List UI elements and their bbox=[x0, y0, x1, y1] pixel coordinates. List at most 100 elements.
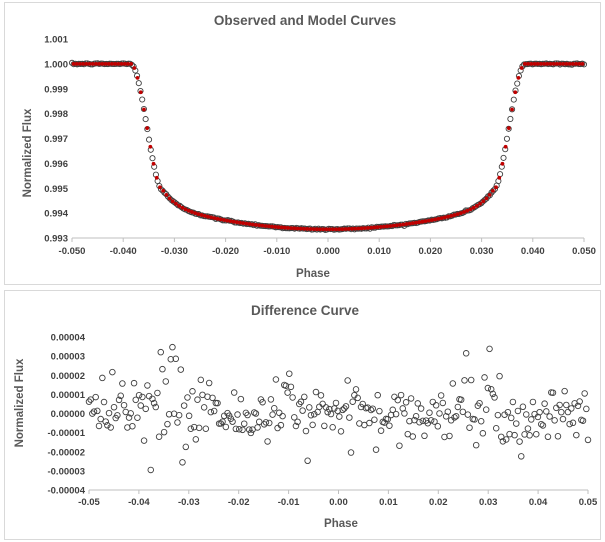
residual-point bbox=[414, 400, 422, 407]
residual-point bbox=[244, 411, 251, 419]
model-point bbox=[551, 61, 556, 66]
residual-point bbox=[581, 390, 588, 397]
model-point bbox=[439, 216, 444, 221]
observed-point bbox=[510, 96, 517, 103]
model-point bbox=[465, 208, 470, 213]
model-point bbox=[558, 61, 562, 66]
residual-point bbox=[87, 396, 94, 403]
model-point bbox=[222, 218, 226, 222]
model-point bbox=[289, 226, 294, 231]
residual-point bbox=[142, 405, 149, 413]
residual-point bbox=[563, 401, 570, 409]
residual-point bbox=[89, 410, 96, 417]
residual-point bbox=[90, 408, 98, 415]
y-tick-label: 0.996 bbox=[44, 159, 68, 170]
y-tick-label: 0.00003 bbox=[51, 352, 85, 363]
residual-point bbox=[544, 433, 552, 441]
model-point bbox=[452, 213, 457, 217]
x-tick-label: -0.04 bbox=[128, 497, 150, 508]
model-point bbox=[356, 226, 361, 231]
residual-point bbox=[135, 391, 143, 399]
residual-point bbox=[369, 405, 376, 412]
model-point bbox=[580, 61, 585, 66]
y-tick-label: 0.00004 bbox=[51, 333, 86, 344]
model-point bbox=[532, 61, 537, 66]
residual-point bbox=[144, 382, 151, 389]
model-point bbox=[554, 61, 559, 66]
model-point bbox=[449, 214, 454, 218]
residual-point bbox=[549, 389, 557, 396]
model-point bbox=[273, 225, 278, 229]
model-point bbox=[519, 66, 524, 70]
residual-point bbox=[539, 422, 547, 429]
residual-point bbox=[294, 418, 301, 426]
residual-point bbox=[316, 403, 323, 411]
residual-point bbox=[245, 426, 253, 433]
model-point bbox=[308, 227, 313, 231]
model-point bbox=[513, 90, 518, 95]
model-point bbox=[100, 61, 105, 66]
model-point bbox=[174, 201, 178, 206]
residual-point bbox=[104, 422, 111, 429]
residual-point bbox=[327, 410, 335, 418]
residual-point bbox=[477, 418, 485, 425]
residual-point bbox=[551, 417, 558, 424]
model-point bbox=[90, 61, 95, 66]
residual-point bbox=[291, 414, 298, 421]
residual-point bbox=[237, 395, 245, 403]
model-point bbox=[577, 61, 582, 66]
x-tick-label: 0.000 bbox=[316, 246, 340, 257]
residual-point bbox=[457, 396, 465, 403]
y-tick-label: 0.00000 bbox=[51, 409, 85, 420]
residual-point bbox=[452, 413, 460, 420]
residual-point bbox=[165, 411, 173, 418]
residual-point bbox=[107, 424, 114, 431]
residual-point bbox=[349, 398, 356, 405]
x-tick-label: -0.01 bbox=[278, 497, 300, 508]
residual-point bbox=[437, 392, 445, 399]
residual-point bbox=[169, 343, 176, 351]
model-point bbox=[138, 90, 143, 95]
y-tick-label: 0.999 bbox=[44, 84, 68, 95]
model-point bbox=[324, 227, 329, 232]
model-point bbox=[231, 219, 236, 224]
residual-point bbox=[394, 396, 402, 404]
model-point bbox=[481, 199, 486, 204]
model-point bbox=[420, 219, 425, 224]
residual-point bbox=[95, 422, 103, 430]
x-tick-label: 0.050 bbox=[572, 246, 596, 257]
residual-point bbox=[287, 383, 295, 391]
residual-point bbox=[210, 407, 218, 415]
residual-point bbox=[150, 399, 158, 407]
residual-point bbox=[159, 365, 166, 373]
model-point bbox=[337, 227, 342, 232]
residual-point bbox=[267, 396, 275, 403]
model-point bbox=[110, 61, 114, 66]
residual-point bbox=[247, 429, 255, 437]
residual-point bbox=[179, 459, 186, 466]
observed-point bbox=[497, 171, 504, 178]
chart-title: Difference Curve bbox=[251, 303, 360, 318]
observed-point bbox=[139, 96, 146, 103]
residual-point bbox=[197, 376, 205, 384]
residual-point bbox=[516, 438, 523, 445]
residual-point bbox=[579, 417, 587, 424]
model-point bbox=[167, 196, 172, 201]
observed-point bbox=[140, 105, 147, 113]
model-point bbox=[385, 224, 390, 229]
residual-point bbox=[255, 418, 263, 426]
residual-point bbox=[332, 399, 340, 407]
model-point bbox=[535, 61, 540, 66]
residual-point bbox=[573, 431, 580, 439]
residual-point bbox=[119, 380, 126, 387]
residual-point bbox=[346, 414, 353, 421]
residual-point bbox=[376, 407, 383, 415]
model-point bbox=[487, 192, 492, 197]
residual-point bbox=[336, 413, 343, 420]
model-point bbox=[263, 224, 268, 228]
model-point bbox=[343, 227, 348, 231]
model-point bbox=[369, 225, 374, 230]
residual-point bbox=[396, 442, 403, 449]
x-tick-label: -0.040 bbox=[110, 246, 137, 257]
x-tick-label: -0.030 bbox=[161, 246, 188, 257]
